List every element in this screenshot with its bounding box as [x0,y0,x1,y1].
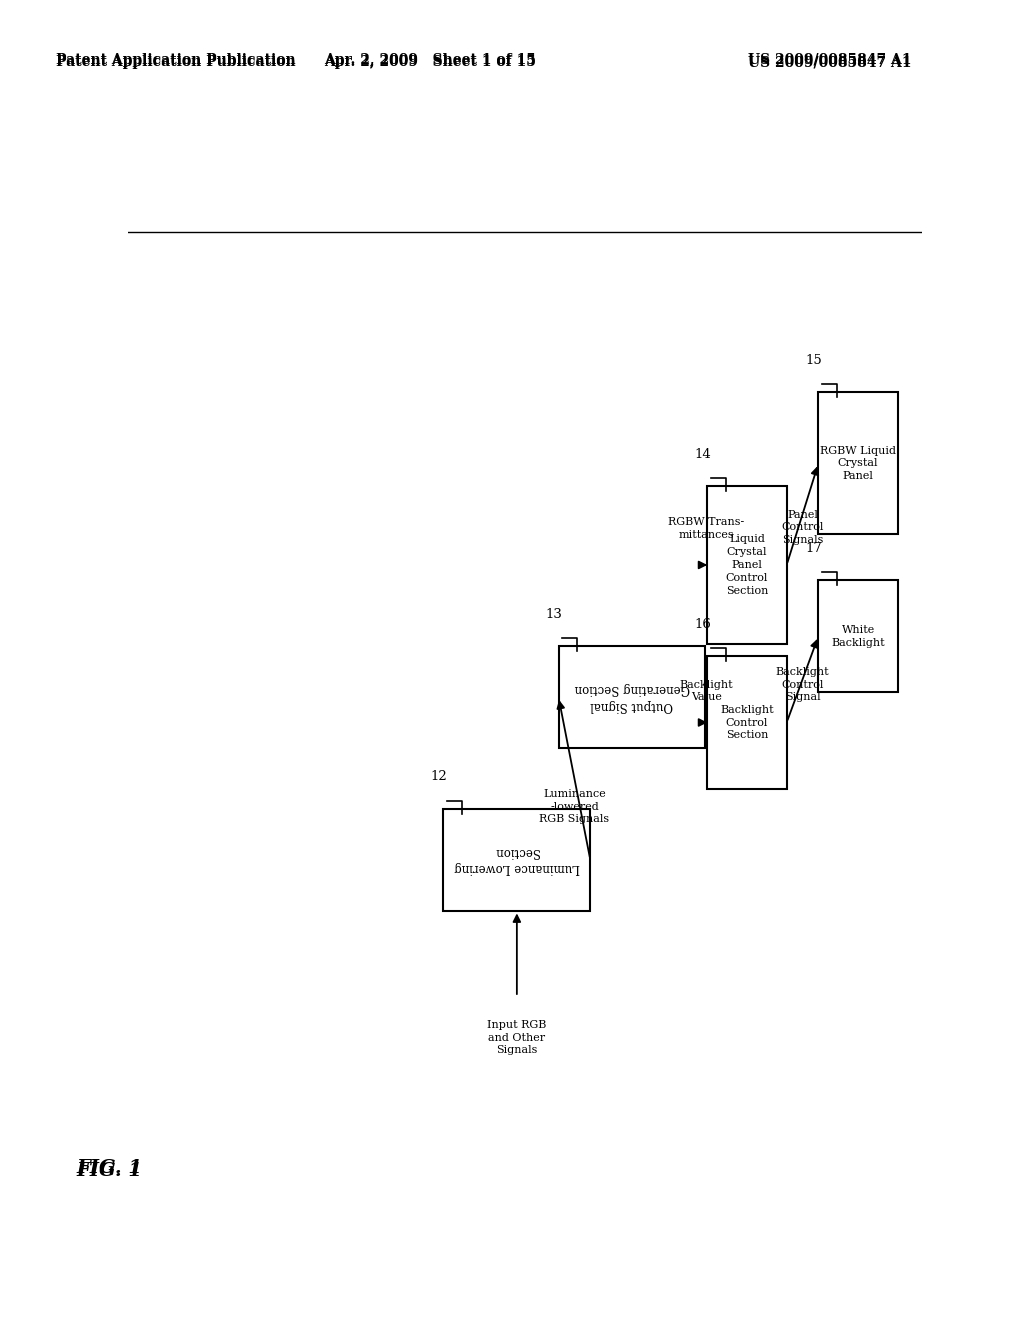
Text: Patent Application Publication: Patent Application Publication [56,53,296,67]
Text: RGBW Liquid
Crystal
Panel: RGBW Liquid Crystal Panel [820,446,896,480]
Text: Apr. 2, 2009   Sheet 1 of 15: Apr. 2, 2009 Sheet 1 of 15 [325,53,536,67]
Bar [818,581,898,692]
Text: White
Backlight: White Backlight [831,624,885,648]
Text: Backlight
Control
Section: Backlight Control Section [720,705,774,741]
Text: FIG. 1: FIG. 1 [77,1159,142,1177]
Text: US 2009/0085847 A1: US 2009/0085847 A1 [748,53,911,67]
Bar [818,392,898,535]
Text: Input RGB
and Other
Signals: Input RGB and Other Signals [487,1020,547,1055]
Text: 15: 15 [806,354,822,367]
Text: US 2009/0085847 A1: US 2009/0085847 A1 [748,55,911,70]
Text: RGBW Trans-
mittances: RGBW Trans- mittances [669,517,744,540]
Text: Liquid
Crystal
Panel
Control
Section: Liquid Crystal Panel Control Section [726,535,768,595]
Text: Patent Application Publication: Patent Application Publication [56,55,296,70]
Text: FIG. 1: FIG. 1 [77,1162,142,1180]
Text: Luminance Lowering
Section: Luminance Lowering Section [454,845,580,874]
Text: 16: 16 [694,618,712,631]
Text: Backlight
Control
Signal: Backlight Control Signal [776,668,829,702]
Text: 13: 13 [546,609,562,620]
Text: 17: 17 [806,541,822,554]
Text: Luminance
-lowered
RGB Signals: Luminance -lowered RGB Signals [540,789,609,824]
Text: Output Signal
Generating Section: Output Signal Generating Section [574,682,689,711]
Bar [708,656,786,788]
Text: Apr. 2, 2009   Sheet 1 of 15: Apr. 2, 2009 Sheet 1 of 15 [325,55,536,70]
Text: 14: 14 [694,447,712,461]
Text: 12: 12 [431,771,447,784]
Bar [708,486,786,644]
Bar [443,809,590,911]
Text: Backlight
Value: Backlight Value [680,680,733,702]
Bar [558,647,706,748]
Text: Panel
Control
Signals: Panel Control Signals [781,510,823,545]
